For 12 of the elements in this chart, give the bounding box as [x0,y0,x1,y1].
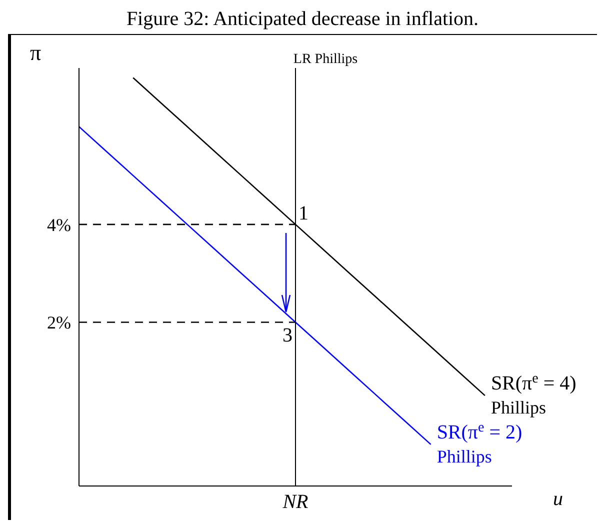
line-series [79,126,432,446]
y-tick-label: 2% [47,312,71,333]
chart-title: Figure 32: Anticipated decrease in inflation. [125,8,480,31]
y-tick-label: 4% [47,214,71,235]
x-axis-title: u [553,488,563,511]
series-label: SR(π$^{e}$ = 2) Phillips [436,420,522,466]
series-label: SR(π$^{e}$ = 4) Phillips [490,371,576,418]
annotation: 3 [282,324,292,346]
y-axis-title: π [30,40,42,66]
annotation: 1 [298,202,308,224]
ref-line-label: LR Phillips [293,52,358,67]
x-tick-label: NR [282,491,308,514]
